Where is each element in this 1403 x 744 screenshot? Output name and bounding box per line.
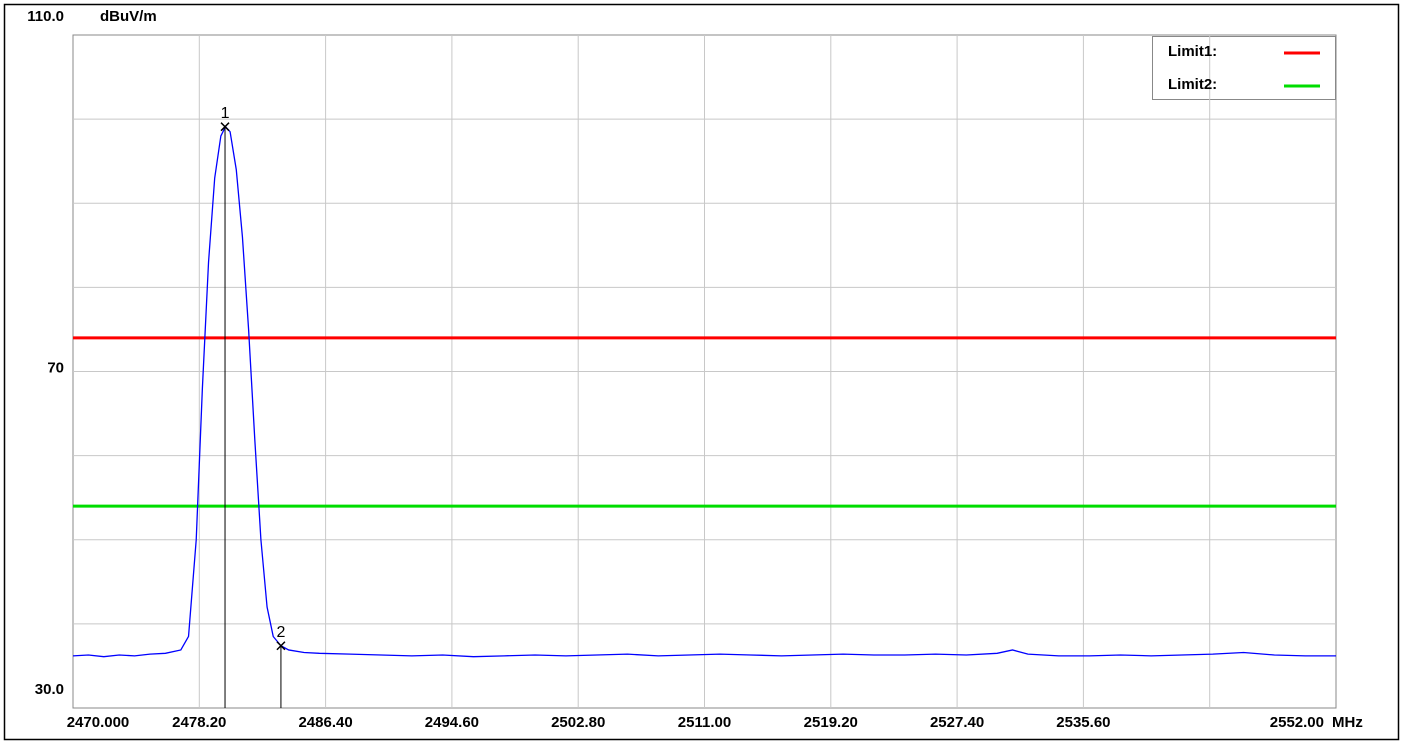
- x-tick-label: 2552.00: [1270, 714, 1324, 731]
- x-tick-label: 2470.000: [67, 714, 130, 731]
- trace: [72, 125, 1336, 658]
- marker-label: 2: [276, 624, 285, 641]
- x-tick-label: 2535.60: [1056, 714, 1110, 731]
- x-tick-label: 2478.20: [172, 714, 226, 731]
- legend: [1152, 36, 1336, 100]
- x-tick-label: 2494.60: [425, 714, 479, 731]
- x-axis-label: MHz: [1332, 714, 1363, 731]
- x-tick-label: 2502.80: [551, 714, 605, 731]
- x-tick-label: 2486.40: [298, 714, 352, 731]
- legend-label: Limit1:: [1168, 43, 1217, 60]
- x-tick-label: 2519.20: [804, 714, 858, 731]
- x-tick-label: 2511.00: [678, 714, 731, 731]
- y-axis-label: dBuV/m: [100, 8, 157, 25]
- marker: [220, 122, 230, 132]
- x-tick-label: 2527.40: [930, 714, 984, 731]
- y-tick-label: 110.0: [27, 8, 64, 25]
- y-tick-label: 30.0: [35, 681, 64, 698]
- legend-label: Limit2:: [1168, 76, 1217, 93]
- marker: [276, 641, 286, 651]
- y-tick-label: 70: [47, 359, 64, 376]
- marker-label: 1: [221, 105, 230, 122]
